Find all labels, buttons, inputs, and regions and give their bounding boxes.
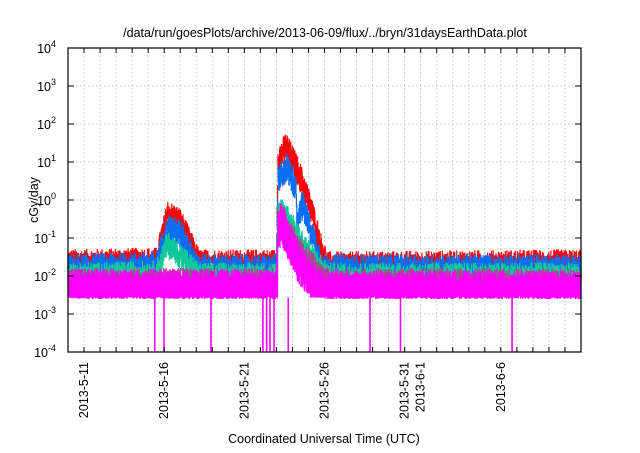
x-axis-label: Coordinated Universal Time (UTC) bbox=[228, 432, 420, 446]
ticks bbox=[68, 48, 581, 352]
y-tick-label: 10-4 bbox=[34, 343, 56, 360]
x-tick-labels: 2013-5-11 2013-5-16 2013-5-21 2013-5-26 2013… bbox=[77, 362, 508, 419]
y-tick-label: 10-2 bbox=[34, 267, 56, 284]
x-tick-label: 2013-5-21 bbox=[237, 362, 251, 419]
y-tick-label: 103 bbox=[37, 77, 56, 94]
x-tick-label: 2013-5-26 bbox=[318, 362, 332, 419]
x-tick-label: 2013-6-6 bbox=[494, 362, 508, 412]
y-tick-label: 104 bbox=[37, 39, 56, 56]
x-tick-label: 2013-5-16 bbox=[157, 362, 171, 419]
x-tick-label: 2013-5-11 bbox=[77, 362, 91, 418]
chart-title: /data/run/goesPlots/archive/2013-06-09/f… bbox=[123, 26, 527, 40]
y-axis-label: cGy/day bbox=[27, 176, 41, 223]
y-tick-label: 10-1 bbox=[34, 229, 56, 246]
x-tick-label: 2013-5-31 bbox=[398, 362, 412, 419]
grid bbox=[68, 48, 581, 352]
data-series bbox=[67, 134, 582, 352]
y-tick-label: 100 bbox=[37, 191, 56, 208]
y-tick-label: 102 bbox=[37, 115, 56, 132]
x-tick-label: 2013-6-1 bbox=[414, 362, 428, 412]
y-tick-label: 101 bbox=[37, 153, 56, 170]
y-tick-labels: 10-4 10-3 10-2 10-1 100 101 102 103 104 bbox=[34, 39, 56, 360]
y-tick-label: 10-3 bbox=[34, 305, 56, 322]
